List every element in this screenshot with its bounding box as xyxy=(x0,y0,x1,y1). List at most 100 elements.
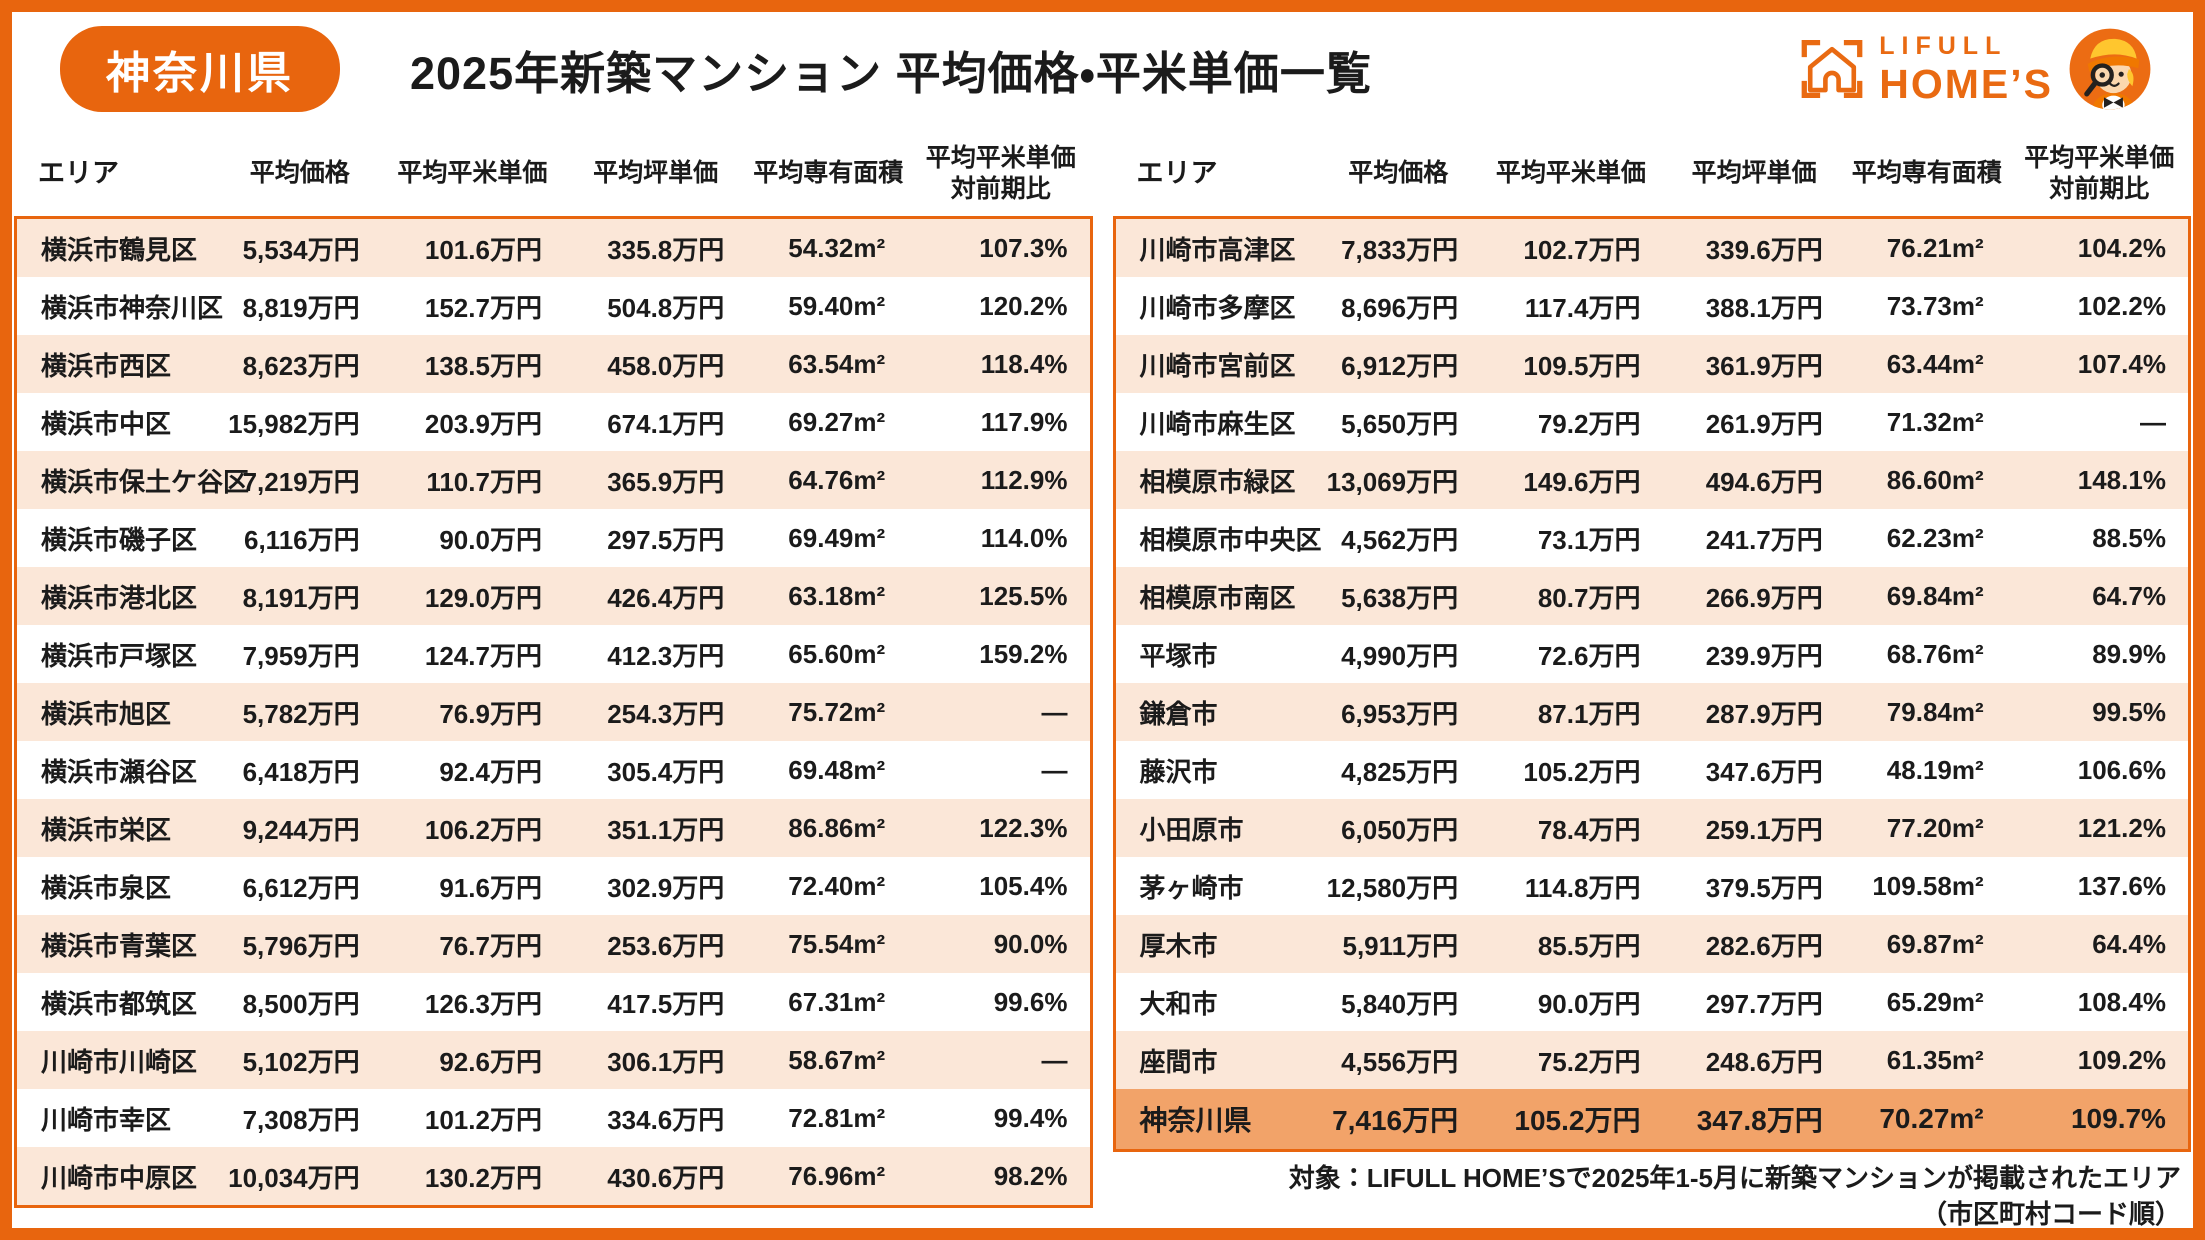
value-cell: 302.9万円 xyxy=(607,872,725,903)
value-cell: 297.5万円 xyxy=(607,524,725,555)
value-cell: 504.8万円 xyxy=(607,292,725,323)
page-title: 2025年新築マンション 平均価格・平米単価一覧 xyxy=(410,47,1372,99)
value-cell: 5,650万円 xyxy=(1341,408,1459,439)
value-cell: 339.6万円 xyxy=(1705,234,1823,265)
value-cell: 241.7万円 xyxy=(1705,524,1823,555)
column-header: 平均専有面積 xyxy=(753,159,904,188)
value-cell: 71.32m² xyxy=(1886,406,1984,437)
area-cell: 横浜市都筑区 xyxy=(41,988,198,1019)
value-cell: 68.76m² xyxy=(1886,638,1984,669)
tables-area: エリア 平均価格 平均平米単価 平均坪単価 平均専有面積 平均平米単価 対前期比 横浜市鶴… xyxy=(12,124,2193,1230)
value-cell: 73.1万円 xyxy=(1537,524,1641,555)
value-cell: 77.20m² xyxy=(1886,812,1984,843)
value-cell: 13,069万円 xyxy=(1326,466,1459,497)
value-cell: 8,191万円 xyxy=(242,582,360,613)
price-table-right: エリア 平均価格 平均平米単価 平均坪単価 平均専有面積 平均平米単価 対前期比 川崎市高… xyxy=(1112,132,2192,1230)
value-cell: 494.6万円 xyxy=(1705,466,1823,497)
value-cell: 75.72m² xyxy=(788,696,886,727)
table-row: 横浜市瀬谷区 6,418万円 92.4万円 305.4万円 69.48m² — xyxy=(17,741,1090,799)
table-row: 茅ヶ崎市 12,580万円 114.8万円 379.5万円 109.58m² 137.6% xyxy=(1116,857,2189,915)
value-cell: 7,416万円 xyxy=(1332,1105,1459,1136)
value-cell: 69.49m² xyxy=(788,522,886,553)
column-header: エリア xyxy=(1136,158,1218,189)
logo-wordmark: LIFULL HOME’S xyxy=(1879,33,2053,107)
value-cell: 137.6% xyxy=(2077,870,2166,901)
table-row: 鎌倉市 6,953万円 87.1万円 287.9万円 79.84m² 99.5% xyxy=(1115,683,2188,741)
value-cell: 6,050万円 xyxy=(1341,814,1459,845)
table-row: 横浜市鶴見区 5,534万円 101.6万円 335.8万円 54.32m² 107.3% xyxy=(17,219,1090,277)
value-cell: 92.4万円 xyxy=(439,756,542,787)
value-cell: 85.5万円 xyxy=(1537,930,1641,961)
logo-homes-text: HOME’S xyxy=(1879,60,2053,107)
table-row: 横浜市神奈川区 8,819万円 152.7万円 504.8万円 59.40m² 120.2… xyxy=(17,277,1090,335)
area-cell: 川崎市多摩区 xyxy=(1139,292,1296,323)
value-cell: 80.7万円 xyxy=(1537,582,1641,613)
value-cell: 69.48m² xyxy=(788,754,886,785)
value-cell: 6,418万円 xyxy=(242,756,360,787)
value-cell: 90.0万円 xyxy=(1537,988,1641,1019)
value-cell: 62.23m² xyxy=(1886,522,1984,553)
value-cell: 7,308万円 xyxy=(242,1104,360,1135)
value-cell: 61.35m² xyxy=(1886,1044,1984,1075)
table-row: 大和市 5,840万円 90.0万円 297.7万円 65.29m² 108.4% xyxy=(1116,973,2189,1031)
value-cell: 114.8万円 xyxy=(1524,872,1641,903)
value-cell: 106.6% xyxy=(2077,754,2166,785)
value-cell: 109.58m² xyxy=(1872,870,1984,901)
value-cell: 99.6% xyxy=(993,986,1068,1017)
area-cell: 横浜市瀬谷区 xyxy=(41,756,198,787)
column-header: 平均坪単価 xyxy=(593,159,719,188)
value-cell: 10,034万円 xyxy=(228,1162,360,1193)
value-cell: 7,959万円 xyxy=(242,640,360,671)
area-cell: 川崎市幸区 xyxy=(41,1104,172,1135)
area-cell: 大和市 xyxy=(1139,988,1218,1019)
value-cell: 4,562万円 xyxy=(1341,524,1459,555)
value-cell: 7,833万円 xyxy=(1341,234,1459,265)
table-row: 川崎市高津区 7,833万円 102.7万円 339.6万円 76.21m² 104.2% xyxy=(1115,219,2188,277)
value-cell: 76.7万円 xyxy=(439,930,542,961)
value-cell: 126.3万円 xyxy=(424,988,542,1019)
column-header: 平均価格 xyxy=(249,159,350,188)
table-header-row: エリア 平均価格 平均平米単価 平均坪単価 平均専有面積 平均平米単価 対前期比 xyxy=(1113,132,2192,216)
area-cell: 藤沢市 xyxy=(1139,756,1218,787)
value-cell: 7,219万円 xyxy=(242,466,360,497)
area-cell: 相模原市中央区 xyxy=(1139,524,1322,555)
table-row: 横浜市磯子区 6,116万円 90.0万円 297.5万円 69.49m² 114.0% xyxy=(17,509,1090,567)
column-header: 平均平米単価 対前期比 xyxy=(925,143,1076,203)
value-cell: — xyxy=(1041,1044,1068,1075)
table-body: 横浜市鶴見区 5,534万円 101.6万円 335.8万円 54.32m² 107.3%… xyxy=(14,216,1093,1208)
area-cell: 横浜市西区 xyxy=(41,350,172,381)
area-cell: 小田原市 xyxy=(1139,814,1244,845)
value-cell: 73.73m² xyxy=(1886,290,1984,321)
value-cell: 101.6万円 xyxy=(424,234,542,265)
table-row: 横浜市戸塚区 7,959万円 124.7万円 412.3万円 65.60m² 159.2% xyxy=(17,625,1090,683)
value-cell: 9,244万円 xyxy=(242,814,360,845)
value-cell: 5,782万円 xyxy=(242,698,360,729)
value-cell: 351.1万円 xyxy=(607,814,725,845)
value-cell: 92.6万円 xyxy=(439,1046,542,1077)
value-cell: 120.2% xyxy=(979,290,1068,321)
value-cell: 6,912万円 xyxy=(1341,350,1459,381)
source-note: 対象：LIFULL HOME’Sで2025年1-5月に新築マンションが掲載された… xyxy=(1113,1160,2192,1230)
value-cell: 361.9万円 xyxy=(1705,350,1823,381)
area-cell: 座間市 xyxy=(1139,1046,1218,1077)
table-row: 川崎市川崎区 5,102万円 92.6万円 306.1万円 58.67m² — xyxy=(17,1031,1090,1089)
value-cell: 15,982万円 xyxy=(228,408,360,439)
value-cell: 6,953万円 xyxy=(1341,698,1459,729)
value-cell: 54.32m² xyxy=(788,232,886,263)
table-row: 横浜市港北区 8,191万円 129.0万円 426.4万円 63.18m² 125.5% xyxy=(17,567,1090,625)
value-cell: 253.6万円 xyxy=(607,930,725,961)
value-cell: 347.8万円 xyxy=(1696,1105,1823,1136)
value-cell: 388.1万円 xyxy=(1705,292,1823,323)
column-header: 平均価格 xyxy=(1348,159,1449,188)
source-note-line2: （市区町村コード順） xyxy=(1920,1199,2181,1230)
table-row: 横浜市保土ケ谷区 7,219万円 110.7万円 365.9万円 64.76m² 112.… xyxy=(17,451,1090,509)
value-cell: 417.5万円 xyxy=(607,988,725,1019)
value-cell: 65.60m² xyxy=(788,638,886,669)
value-cell: 48.19m² xyxy=(1886,754,1984,785)
value-cell: 254.3万円 xyxy=(607,698,725,729)
value-cell: 297.7万円 xyxy=(1705,988,1823,1019)
area-cell: 川崎市高津区 xyxy=(1139,234,1296,265)
table-row: 小田原市 6,050万円 78.4万円 259.1万円 77.20m² 121.2% xyxy=(1115,799,2188,857)
value-cell: 365.9万円 xyxy=(607,466,725,497)
homes-house-icon xyxy=(1799,36,1865,102)
